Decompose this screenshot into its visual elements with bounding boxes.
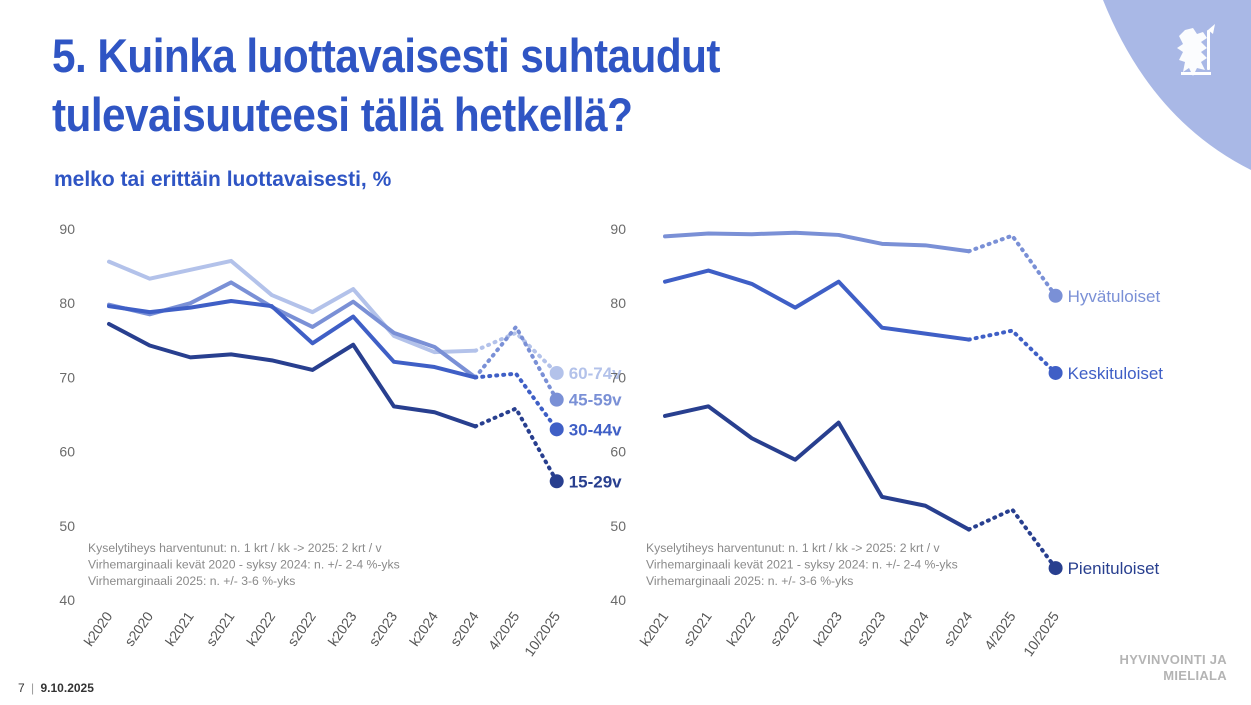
brand-label: HYVINVOINTI JA MIELIALA [1067,652,1227,684]
series-trend-keskituloiset [966,328,1058,375]
chart-note: Virhemarginaali 2025: n. +/- 3-6 %-yks [88,574,295,588]
chart-note: Virhemarginaali 2025: n. +/- 3-6 %-yks [646,574,853,588]
series-trend-15-29v [473,406,559,484]
y-tick-label: 80 [59,295,75,311]
y-tick-label: 90 [610,221,626,237]
series-trend-hyv-tuloiset [966,233,1058,298]
x-tick-label: 4/2025 [981,608,1019,652]
series-line-keskituloiset [663,268,971,342]
y-tick-label: 60 [59,444,75,460]
series-trend-45-59v [473,323,559,402]
y-tick-label: 80 [610,295,626,311]
series-line-60-74v [107,258,478,355]
footer-date: 9.10.2025 [40,681,94,695]
series-endpoint-pienituloiset [1048,561,1063,576]
series-trend-60-74v [473,330,559,375]
series-label-pienituloiset: Pienituloiset [1068,559,1160,578]
brand-line-2: MIELIALA [1163,668,1227,683]
series-line-30-44v [107,298,478,380]
series-endpoint-60-74v [549,365,564,380]
chart-note: Virhemarginaali kevät 2020 - syksy 2024:… [88,558,400,572]
series-line-pienituloiset [663,404,971,532]
series-line-15-29v [107,321,478,429]
y-tick-label: 60 [610,444,626,460]
footer-page-info: 7 | 9.10.2025 [18,681,94,695]
x-tick-label: k2023 [810,608,845,649]
brand-line-1: HYVINVOINTI JA [1119,652,1227,667]
series-line-hyv-tuloiset [663,230,971,254]
lion-emblem-icon [1177,24,1215,76]
x-tick-label: s2024 [940,608,975,649]
y-tick-label: 70 [59,369,75,385]
title-line-1: 5. Kuinka luottavaisesti suhtaudut [52,29,721,82]
x-tick-label: s2021 [680,608,715,649]
x-tick-label: s2023 [853,608,888,649]
chart-note: Virhemarginaali kevät 2021 - syksy 2024:… [646,558,958,572]
x-tick-label: k2021 [636,608,671,649]
corner-decoration [1103,0,1251,170]
series-label-keskituloiset: Keskituloiset [1068,364,1164,383]
series-label-hyv-tuloiset: Hyvätuloiset [1068,287,1161,306]
chart-note: Kyselytiheys harventunut: n. 1 krt / kk … [646,541,941,555]
page-title: 5. Kuinka luottavaisesti suhtaudut tulev… [52,26,721,144]
series-label-60-74v: 60-74v [569,364,622,383]
series-endpoint-15-29v [549,474,564,489]
y-tick-label: 90 [59,221,75,237]
series-endpoint-hyv-tuloiset [1048,288,1063,303]
corner-shape [1103,0,1251,170]
series-endpoint-30-44v [549,422,564,437]
series-trend-pienituloiset [966,506,1058,571]
series-trend-30-44v [473,371,559,432]
title-line-2: tulevaisuuteesi tällä hetkellä? [52,88,633,141]
chart-note: Kyselytiheys harventunut: n. 1 krt / kk … [88,541,383,555]
y-tick-label: 70 [610,369,626,385]
series-label-30-44v: 30-44v [569,420,622,439]
y-tick-label: 40 [59,592,75,608]
y-tick-label: 50 [610,518,626,534]
series-endpoint-keskituloiset [1048,365,1063,380]
series-label-45-59v: 45-59v [569,391,622,410]
x-tick-label: s2022 [767,608,802,649]
y-tick-label: 50 [59,518,75,534]
x-tick-label: k2022 [723,608,758,649]
page-number: 7 [18,681,25,695]
x-tick-label: k2024 [897,608,932,649]
page-subtitle: melko tai erittäin luottavaisesti, % [54,168,392,191]
x-tick-label: 10/2025 [1020,608,1062,659]
footer-separator: | [31,681,35,695]
series-endpoint-45-59v [549,392,564,407]
series-label-15-29v: 15-29v [569,472,622,491]
y-tick-label: 40 [610,592,626,608]
